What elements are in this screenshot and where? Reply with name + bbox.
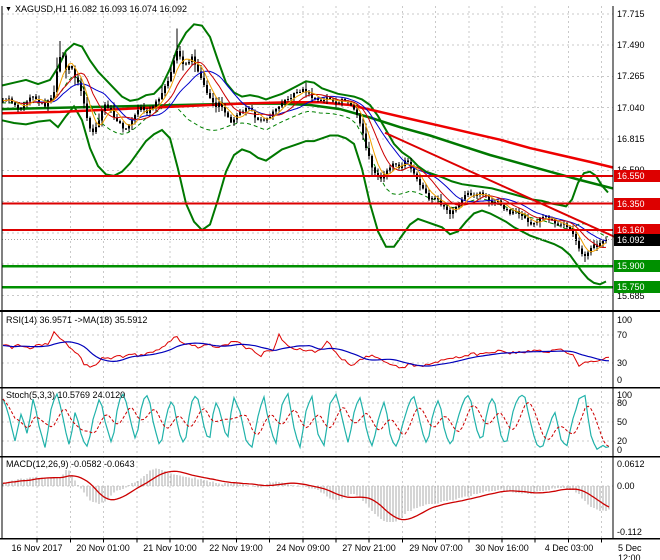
stoch-scale-label: 50: [617, 417, 628, 427]
time-axis-label: 22 Nov 19:00: [209, 543, 263, 553]
time-axis-label: 30 Nov 16:00: [475, 543, 529, 553]
rsi-scale-label: 70: [617, 330, 628, 340]
time-axis-label: 27 Nov 21:00: [342, 543, 396, 553]
time-axis-label: 29 Nov 07:00: [409, 543, 463, 553]
macd-scale-label: -0.112: [617, 527, 642, 537]
macd-scale-label: 0.0612: [617, 459, 645, 469]
level-badge: 15.750: [614, 281, 660, 293]
time-axis-label: 21 Nov 10:00: [143, 543, 197, 553]
time-axis-label: 5 Dec 12:00: [618, 543, 642, 560]
time-axis-label: 4 Dec 03:00: [544, 543, 594, 553]
price-tick-label: 17.265: [617, 71, 645, 81]
price-tick-label: 16.815: [617, 134, 645, 144]
level-badge: 15.900: [614, 260, 660, 272]
macd-scale-label: 0.00: [617, 481, 635, 491]
stoch-scale-label: 100: [617, 390, 633, 400]
stoch-scale-label: 20: [617, 436, 628, 446]
chart-title: ▼ XAGUSD,H1 16.082 16.093 16.074 16.092: [5, 4, 187, 14]
stoch-scale-label: 80: [617, 398, 628, 408]
rsi-scale-label: 0: [617, 375, 623, 385]
rsi-scale-label: 100: [617, 315, 633, 325]
rsi-scale-label: 30: [617, 358, 628, 368]
time-axis-label: 20 Nov 01:00: [76, 543, 130, 553]
price-tick-label: 15.685: [617, 291, 645, 301]
bid-badge: 16.092: [614, 234, 660, 246]
level-badge: 16.350: [614, 198, 660, 210]
time-axis-label: 16 Nov 2017: [11, 543, 63, 553]
chart-title-text: XAGUSD,H1 16.082 16.093 16.074 16.092: [14, 4, 188, 14]
macd-label: MACD(12,26,9) -0.0582 -0.0643: [6, 459, 135, 469]
level-badge: 16.160: [614, 224, 660, 236]
stoch-scale-label: 0: [617, 445, 623, 455]
price-tick-label: 17.490: [617, 40, 645, 50]
price-tick-label: 17.715: [617, 9, 645, 19]
rsi-label: RSI(14) 36.9571 ->MA(18) 35.5912: [6, 315, 148, 325]
price-tick-label: 17.040: [617, 103, 645, 113]
level-badge: 16.550: [614, 170, 660, 182]
symbol-marker-icon: ▼: [5, 6, 12, 13]
stoch-label: Stoch(5,3,3) 10.5769 24.0120: [6, 390, 126, 400]
time-axis-label: 24 Nov 09:00: [276, 543, 330, 553]
